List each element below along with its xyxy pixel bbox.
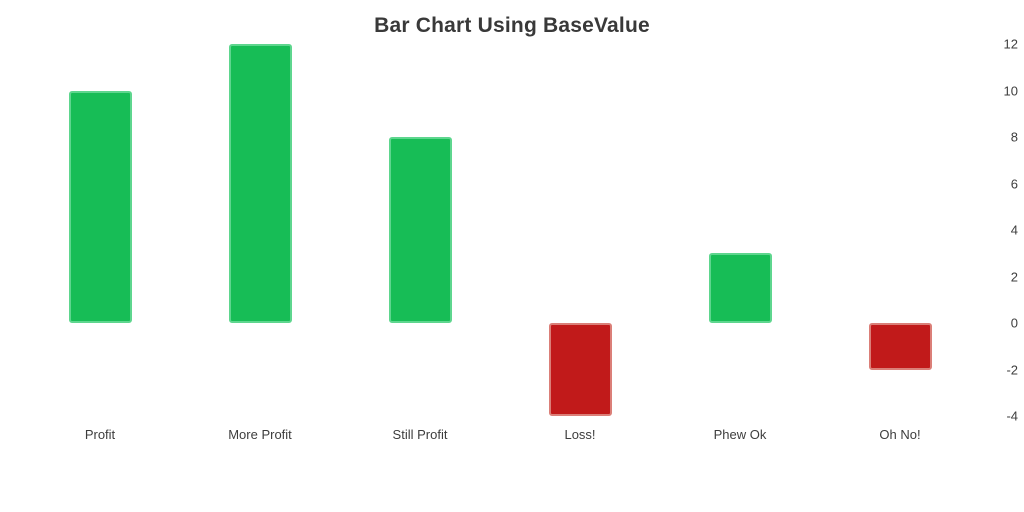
y-axis-tick-neg4: -4 xyxy=(1006,408,1018,424)
x-axis-label-oh-no: Oh No! xyxy=(879,427,921,442)
x-axis-label-still-profit: Still Profit xyxy=(392,427,448,442)
bar-profit[interactable] xyxy=(68,90,132,323)
y-axis-tick-4: 4 xyxy=(1010,222,1018,238)
y-axis-tick-0: 0 xyxy=(1010,315,1018,331)
x-axis-label-more-profit: More Profit xyxy=(228,427,292,442)
y-axis-tick-neg2: -2 xyxy=(1006,362,1018,377)
x-axis-label-profit: Profit xyxy=(84,427,116,442)
chart-title: Bar Chart Using BaseValue xyxy=(374,14,650,37)
y-axis-tick-6: 6 xyxy=(1010,176,1018,191)
y-axis-tick-12: 12 xyxy=(1003,36,1018,52)
x-axis-label-loss: Loss! xyxy=(564,427,596,442)
bar-oh-no[interactable] xyxy=(868,323,932,370)
bar-loss[interactable] xyxy=(548,323,612,416)
bar-more-profit[interactable] xyxy=(228,44,292,323)
x-axis-label-phew-ok: Phew Ok xyxy=(713,427,767,442)
bar-phew-ok[interactable] xyxy=(708,253,772,323)
y-axis-tick-8: 8 xyxy=(1010,129,1018,145)
bar-still-profit[interactable] xyxy=(388,137,452,323)
y-axis-tick-2: 2 xyxy=(1010,269,1018,284)
y-axis-tick-10: 10 xyxy=(1003,83,1018,98)
